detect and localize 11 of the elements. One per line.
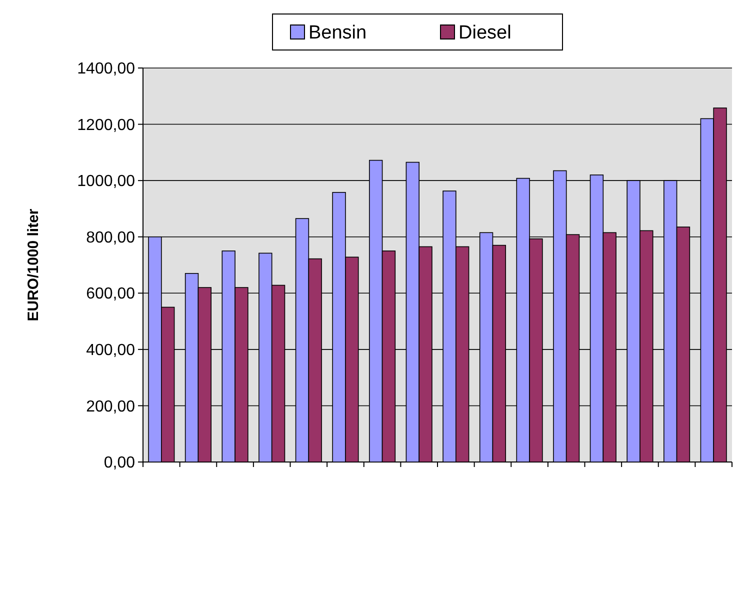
y-tick-label: 0,00 bbox=[104, 454, 136, 472]
y-tick-label: 200,00 bbox=[86, 398, 136, 416]
legend-label: Diesel bbox=[458, 22, 512, 44]
y-axis-title: EURO/1000 liter bbox=[25, 208, 42, 322]
y-tick-label: 600,00 bbox=[86, 286, 136, 303]
y-tick-label: 1200,00 bbox=[77, 116, 136, 134]
y-tick-label: 1400,00 bbox=[77, 60, 136, 78]
y-tick-label: 400,00 bbox=[86, 342, 136, 360]
y-tick-label: 1000,00 bbox=[77, 173, 136, 190]
y-tick-label: 800,00 bbox=[86, 229, 136, 246]
legend-label: Bensin bbox=[308, 22, 367, 44]
